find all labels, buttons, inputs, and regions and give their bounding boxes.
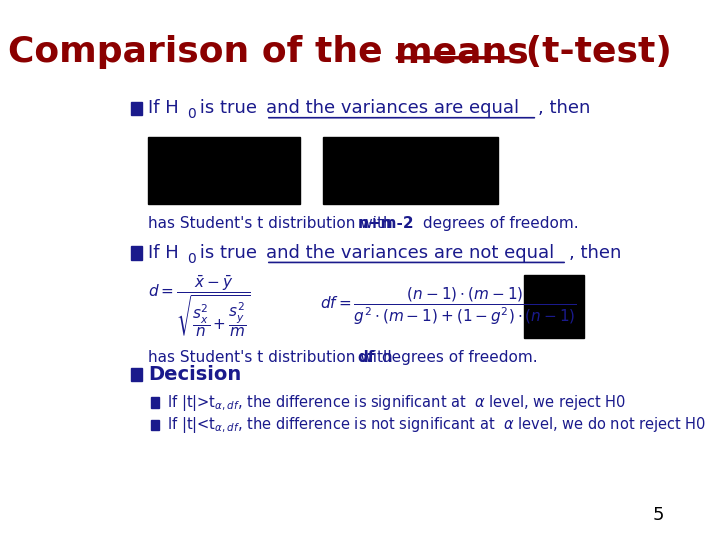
Text: , then: , then: [569, 244, 621, 262]
Text: , then: , then: [539, 99, 590, 117]
Text: df: df: [358, 350, 375, 365]
Bar: [131, 368, 142, 381]
Text: $df = \dfrac{(n-1)\cdot(m-1)}{g^2\cdot(m-1)+(1-g^2)\cdot(n-1)}$: $df = \dfrac{(n-1)\cdot(m-1)}{g^2\cdot(m…: [320, 286, 577, 327]
Text: If H: If H: [148, 244, 179, 262]
Text: n+m-2: n+m-2: [358, 216, 414, 231]
Text: is true: is true: [194, 244, 263, 262]
Text: and the variances are equal: and the variances are equal: [266, 99, 519, 117]
Bar: [151, 420, 158, 430]
Bar: [148, 137, 300, 204]
Text: and the variances are not equal: and the variances are not equal: [266, 244, 554, 262]
Text: degrees of freedom.: degrees of freedom.: [377, 350, 537, 365]
Text: $d = \dfrac{\bar{x} - \bar{y}}{\sqrt{\dfrac{s_x^2}{n} + \dfrac{s_y^2}{m}}}$: $d = \dfrac{\bar{x} - \bar{y}}{\sqrt{\df…: [148, 274, 251, 340]
Text: 0: 0: [186, 252, 196, 266]
Text: Comparison of the: Comparison of the: [8, 35, 395, 69]
Text: is true: is true: [194, 99, 263, 117]
Text: has Student's t distribution with: has Student's t distribution with: [148, 350, 398, 365]
Text: has Student's t distribution with: has Student's t distribution with: [148, 216, 398, 231]
Text: Decision: Decision: [148, 364, 242, 384]
Text: If |t|<t$_{\alpha,df}$, the difference is not significant at  $\alpha$ level, we: If |t|<t$_{\alpha,df}$, the difference i…: [167, 416, 706, 435]
Bar: [524, 275, 584, 338]
Text: If |t|>t$_{\alpha,df}$, the difference is significant at  $\alpha$ level, we rej: If |t|>t$_{\alpha,df}$, the difference i…: [167, 393, 626, 413]
Bar: [323, 137, 498, 204]
Bar: [151, 397, 158, 408]
Text: 5: 5: [653, 506, 665, 524]
Text: degrees of freedom.: degrees of freedom.: [418, 216, 579, 231]
Text: If H: If H: [148, 99, 179, 117]
Bar: [131, 246, 142, 260]
Bar: [131, 102, 142, 115]
Text: means: means: [395, 35, 528, 69]
Text: (t-test): (t-test): [513, 35, 672, 69]
Text: 0: 0: [186, 107, 196, 121]
